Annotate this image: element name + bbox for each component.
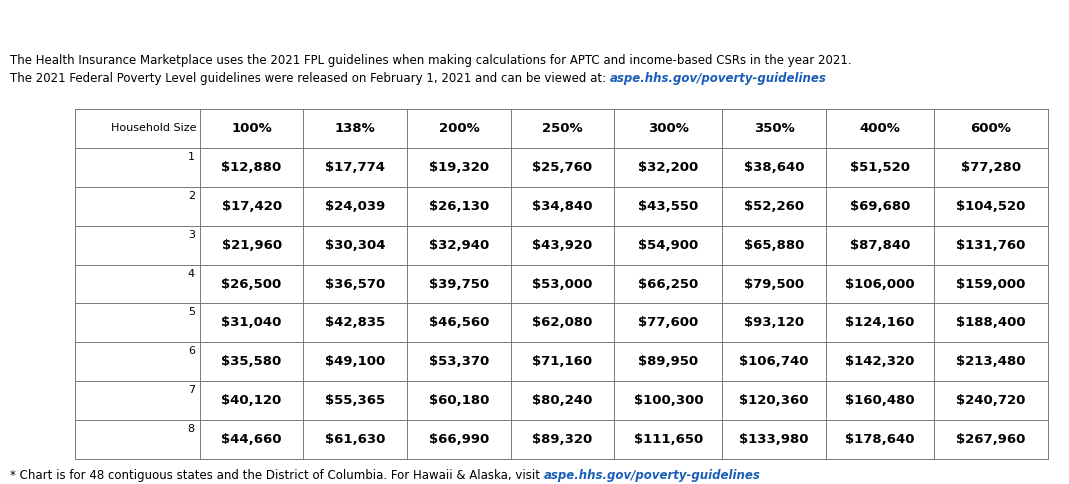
Text: 1: 1 xyxy=(188,152,195,162)
Text: $43,550: $43,550 xyxy=(638,200,698,213)
Text: $39,750: $39,750 xyxy=(429,277,489,290)
Text: 5: 5 xyxy=(188,307,195,318)
Text: $267,960: $267,960 xyxy=(956,433,1025,446)
Text: 3: 3 xyxy=(188,230,195,240)
Text: $43,920: $43,920 xyxy=(532,239,592,252)
Text: $79,500: $79,500 xyxy=(744,277,804,290)
Text: $32,200: $32,200 xyxy=(638,161,698,174)
Text: $53,000: $53,000 xyxy=(532,277,592,290)
Text: $17,420: $17,420 xyxy=(221,200,282,213)
Text: $77,600: $77,600 xyxy=(638,317,698,330)
Text: The 2021 Federal Poverty Level guidelines were released on February 1, 2021 and : The 2021 Federal Poverty Level guideline… xyxy=(10,72,610,85)
Text: 8: 8 xyxy=(188,424,195,434)
Text: $77,280: $77,280 xyxy=(961,161,1021,174)
Text: $66,990: $66,990 xyxy=(429,433,489,446)
Text: 2: 2 xyxy=(188,191,195,201)
Text: $89,320: $89,320 xyxy=(532,433,592,446)
Text: $106,000: $106,000 xyxy=(845,277,915,290)
Text: 6: 6 xyxy=(188,347,195,356)
Text: $106,740: $106,740 xyxy=(740,355,809,368)
Text: 300%: 300% xyxy=(648,122,688,135)
Text: $104,520: $104,520 xyxy=(956,200,1025,213)
Text: $66,250: $66,250 xyxy=(638,277,698,290)
Text: $32,940: $32,940 xyxy=(429,239,489,252)
Text: $60,180: $60,180 xyxy=(429,394,490,407)
Text: $42,835: $42,835 xyxy=(325,317,386,330)
Text: $26,500: $26,500 xyxy=(221,277,282,290)
Text: $31,040: $31,040 xyxy=(221,317,282,330)
Text: $178,640: $178,640 xyxy=(846,433,915,446)
Text: $124,160: $124,160 xyxy=(846,317,914,330)
Text: aspe.hhs.gov/poverty-guidelines: aspe.hhs.gov/poverty-guidelines xyxy=(544,469,761,482)
Text: $89,950: $89,950 xyxy=(638,355,698,368)
Text: $93,120: $93,120 xyxy=(744,317,804,330)
Text: $49,100: $49,100 xyxy=(325,355,386,368)
Text: $24,039: $24,039 xyxy=(325,200,386,213)
Text: $46,560: $46,560 xyxy=(429,317,490,330)
Text: $71,160: $71,160 xyxy=(532,355,592,368)
Text: $80,240: $80,240 xyxy=(532,394,592,407)
Text: $55,365: $55,365 xyxy=(325,394,385,407)
Text: $100,300: $100,300 xyxy=(634,394,703,407)
Text: 4: 4 xyxy=(188,269,195,279)
Text: 2021 Federal Poverty Level Guidelines Chart: 2021 Federal Poverty Level Guidelines Ch… xyxy=(11,8,429,26)
Text: $36,570: $36,570 xyxy=(325,277,386,290)
Text: 100%: 100% xyxy=(231,122,272,135)
Text: $25,760: $25,760 xyxy=(532,161,592,174)
Text: $19,320: $19,320 xyxy=(429,161,489,174)
Text: $69,680: $69,680 xyxy=(850,200,910,213)
Text: $188,400: $188,400 xyxy=(956,317,1025,330)
Text: $87,840: $87,840 xyxy=(850,239,910,252)
Text: 400%: 400% xyxy=(859,122,900,135)
Text: $44,660: $44,660 xyxy=(221,433,282,446)
Text: $34,840: $34,840 xyxy=(532,200,593,213)
Text: $26,130: $26,130 xyxy=(429,200,489,213)
Text: $17,774: $17,774 xyxy=(325,161,385,174)
Text: $53,370: $53,370 xyxy=(429,355,489,368)
Text: 250%: 250% xyxy=(542,122,583,135)
Text: $35,580: $35,580 xyxy=(221,355,282,368)
Text: $120,360: $120,360 xyxy=(740,394,809,407)
Text: $131,760: $131,760 xyxy=(956,239,1025,252)
Text: $159,000: $159,000 xyxy=(956,277,1025,290)
Text: Household Size: Household Size xyxy=(111,123,197,134)
Text: $142,320: $142,320 xyxy=(846,355,914,368)
Text: $52,260: $52,260 xyxy=(744,200,804,213)
Text: $54,900: $54,900 xyxy=(638,239,698,252)
Text: $65,880: $65,880 xyxy=(744,239,804,252)
Text: The Health Insurance Marketplace uses the 2021 FPL guidelines when making calcul: The Health Insurance Marketplace uses th… xyxy=(10,54,852,67)
Text: $133,980: $133,980 xyxy=(740,433,809,446)
Text: $160,480: $160,480 xyxy=(845,394,915,407)
Text: aspe.hhs.gov/poverty-guidelines: aspe.hhs.gov/poverty-guidelines xyxy=(610,72,826,85)
Text: $40,120: $40,120 xyxy=(221,394,282,407)
Text: 138%: 138% xyxy=(335,122,375,135)
Text: 200%: 200% xyxy=(438,122,479,135)
Text: 7: 7 xyxy=(188,385,195,395)
Text: $240,720: $240,720 xyxy=(956,394,1025,407)
Text: $111,650: $111,650 xyxy=(634,433,703,446)
Text: 600%: 600% xyxy=(971,122,1011,135)
Text: $12,880: $12,880 xyxy=(221,161,282,174)
Text: 350%: 350% xyxy=(754,122,794,135)
Text: $51,520: $51,520 xyxy=(850,161,910,174)
Text: $21,960: $21,960 xyxy=(221,239,282,252)
Text: $62,080: $62,080 xyxy=(532,317,592,330)
Text: $213,480: $213,480 xyxy=(956,355,1025,368)
Text: $30,304: $30,304 xyxy=(325,239,386,252)
Text: $61,630: $61,630 xyxy=(325,433,386,446)
Text: * Chart is for 48 contiguous states and the District of Columbia. For Hawaii & A: * Chart is for 48 contiguous states and … xyxy=(10,469,544,482)
Text: $38,640: $38,640 xyxy=(744,161,804,174)
